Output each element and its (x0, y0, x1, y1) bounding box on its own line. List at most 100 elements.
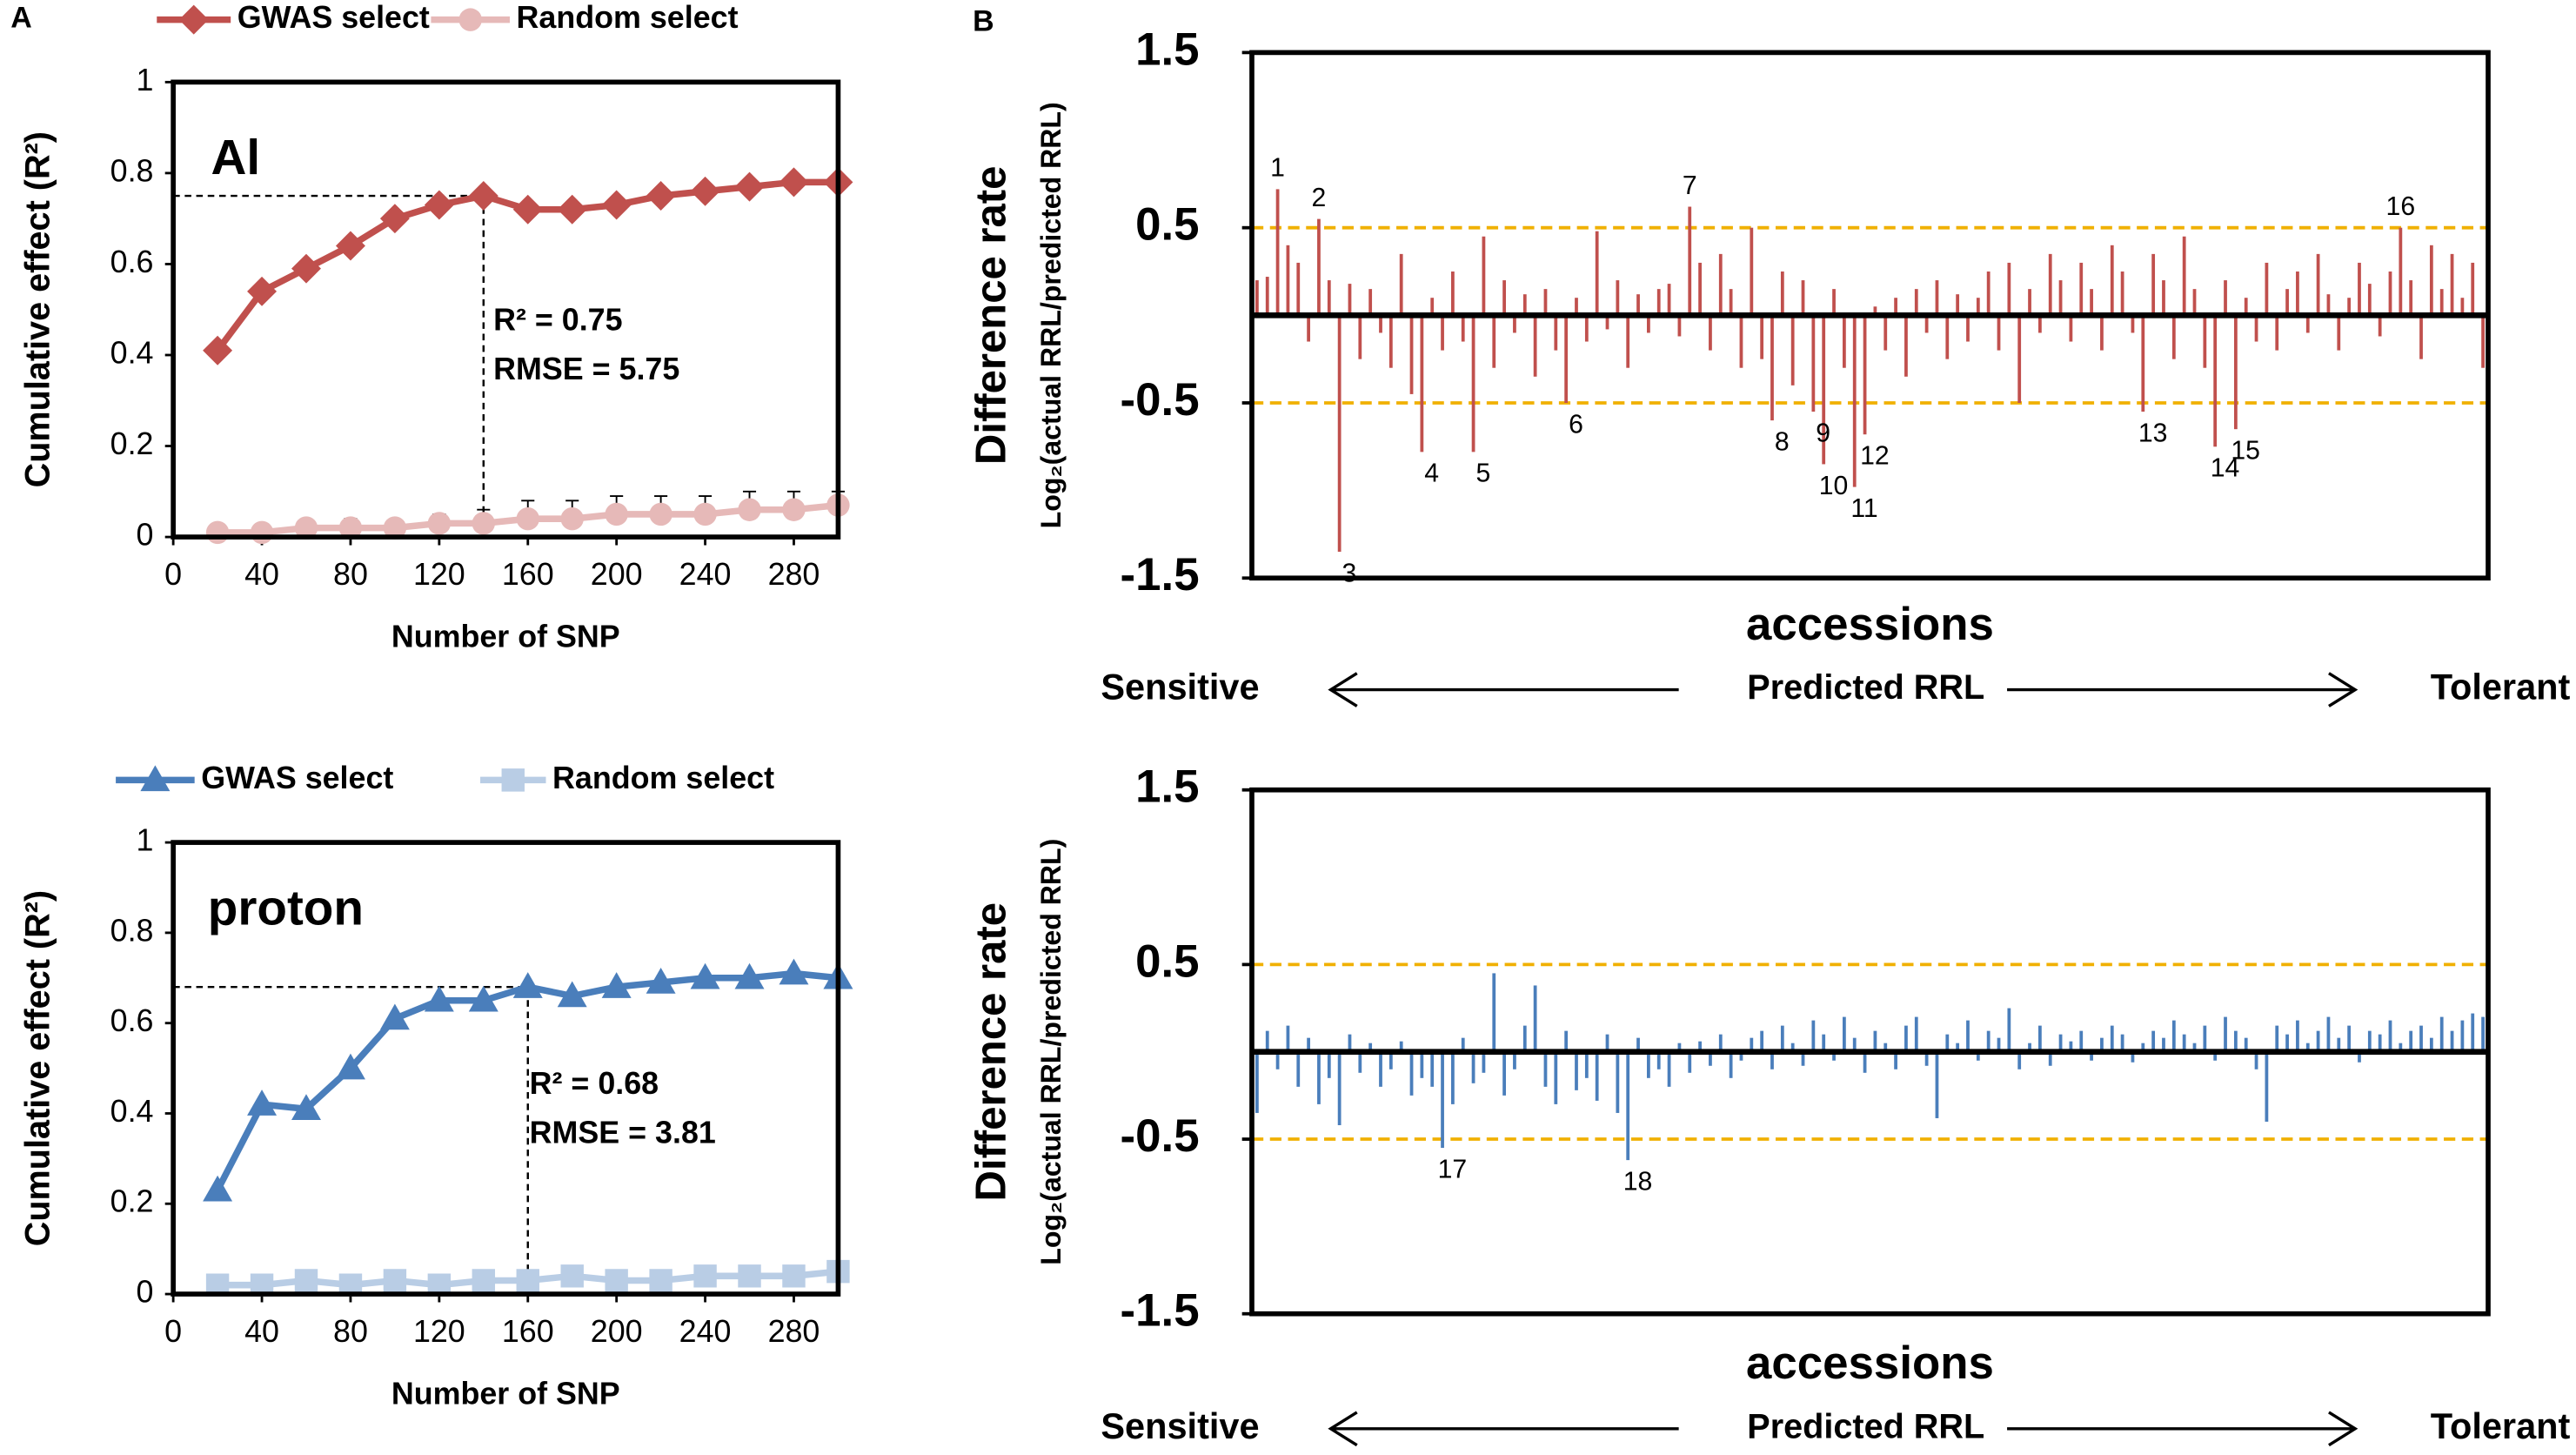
data-point (693, 1264, 717, 1288)
guide-line (173, 194, 485, 538)
x-tick-label: 40 (244, 1314, 279, 1349)
bar (2244, 298, 2248, 316)
bar (1441, 1051, 1444, 1149)
bar (1914, 289, 1918, 316)
bar (1656, 1051, 1661, 1069)
bar (1409, 315, 1414, 394)
bar (1420, 315, 1424, 453)
bar (1636, 294, 1640, 316)
bar (1461, 315, 1465, 342)
arrow-left (1328, 672, 1679, 707)
bar (2192, 1043, 2197, 1052)
bar (2017, 1051, 2022, 1069)
bar (1729, 1051, 1733, 1078)
data-point (782, 498, 806, 521)
data-point (294, 1269, 318, 1292)
bar (1388, 315, 1393, 368)
bar (1492, 973, 1496, 1052)
bar (1451, 272, 1455, 316)
bar (1482, 1051, 1486, 1073)
bar (1502, 280, 1506, 316)
bar (1842, 315, 1846, 368)
bar (2419, 315, 2423, 359)
data-point (779, 958, 809, 985)
bar (1852, 315, 1857, 487)
bar-annotation: 12 (1860, 442, 1890, 471)
bar (2171, 1020, 2176, 1052)
bar (2471, 262, 2475, 316)
bar (2244, 1037, 2248, 1052)
bar (1388, 1051, 1393, 1069)
x-tick-label: 160 (502, 557, 554, 592)
bar (2028, 1043, 2031, 1052)
bar (2481, 315, 2485, 368)
bar (1399, 1041, 1403, 1052)
bar (1677, 1043, 1682, 1052)
bar (1667, 284, 1671, 316)
data-point (379, 1003, 410, 1030)
bar (2151, 1030, 2156, 1052)
data-point (424, 985, 454, 1012)
bar (1461, 1037, 1465, 1052)
data-point (427, 1273, 452, 1297)
bar (1677, 315, 1682, 337)
bar (1780, 1025, 1784, 1052)
bar (1739, 315, 1743, 368)
legend-marker (501, 768, 525, 792)
data-point (690, 176, 720, 206)
bar (2399, 227, 2403, 316)
data-point (516, 506, 539, 531)
data-point (646, 967, 676, 994)
scale-right: Tolerant (2431, 1405, 2571, 1446)
bar (1337, 1051, 1342, 1125)
bar (1986, 272, 1991, 316)
bar (2305, 315, 2310, 333)
bar (1986, 1030, 1991, 1052)
bar (2439, 289, 2444, 316)
bar (1626, 315, 1630, 368)
bar (1275, 189, 1280, 316)
bar (2141, 1043, 2145, 1052)
bar (1790, 1043, 1795, 1052)
y-tick-label: -1.5 (1121, 549, 1200, 600)
data-point (512, 194, 543, 225)
bar (2460, 1020, 2465, 1052)
bar (2316, 1030, 2320, 1052)
bar (1739, 1051, 1743, 1061)
bar (1997, 315, 2001, 351)
bar (1801, 280, 1805, 316)
bar (1883, 1043, 1888, 1052)
plot-frame (1249, 787, 2491, 1317)
bar (1575, 298, 1578, 316)
y-tick-label: 0.2 (110, 426, 154, 461)
bar (1873, 306, 1877, 316)
data-point (250, 520, 274, 545)
annotation: RMSE = 5.75 (493, 352, 679, 386)
bar (1296, 262, 1301, 316)
bar (1575, 1051, 1578, 1090)
bar (1894, 1051, 1897, 1069)
data-point (516, 1269, 539, 1292)
y-axis-sublabel: Log₂(actual RRL/predicted RRL) (1035, 102, 1067, 528)
bar (1935, 280, 1939, 316)
bar (1554, 1051, 1558, 1104)
scale-left: Sensitive (1101, 667, 1259, 707)
bar (1584, 1051, 1589, 1078)
bar (2326, 1016, 2331, 1052)
data-point (379, 204, 410, 234)
y-tick-label: 1 (137, 63, 154, 97)
bar (2110, 245, 2114, 316)
bar (2171, 315, 2176, 359)
data-point (649, 502, 672, 526)
panel-label: A (10, 2, 32, 35)
legend-label: Random select (517, 0, 739, 35)
bar (1522, 294, 1527, 316)
scale-right: Tolerant (2431, 667, 2571, 707)
bar (2203, 315, 2207, 368)
bar-annotation: 4 (1424, 459, 1439, 488)
bar (1430, 298, 1435, 316)
bar (2450, 253, 2454, 316)
bar (2203, 1025, 2207, 1052)
y-tick-label: 1.5 (1135, 23, 1199, 75)
